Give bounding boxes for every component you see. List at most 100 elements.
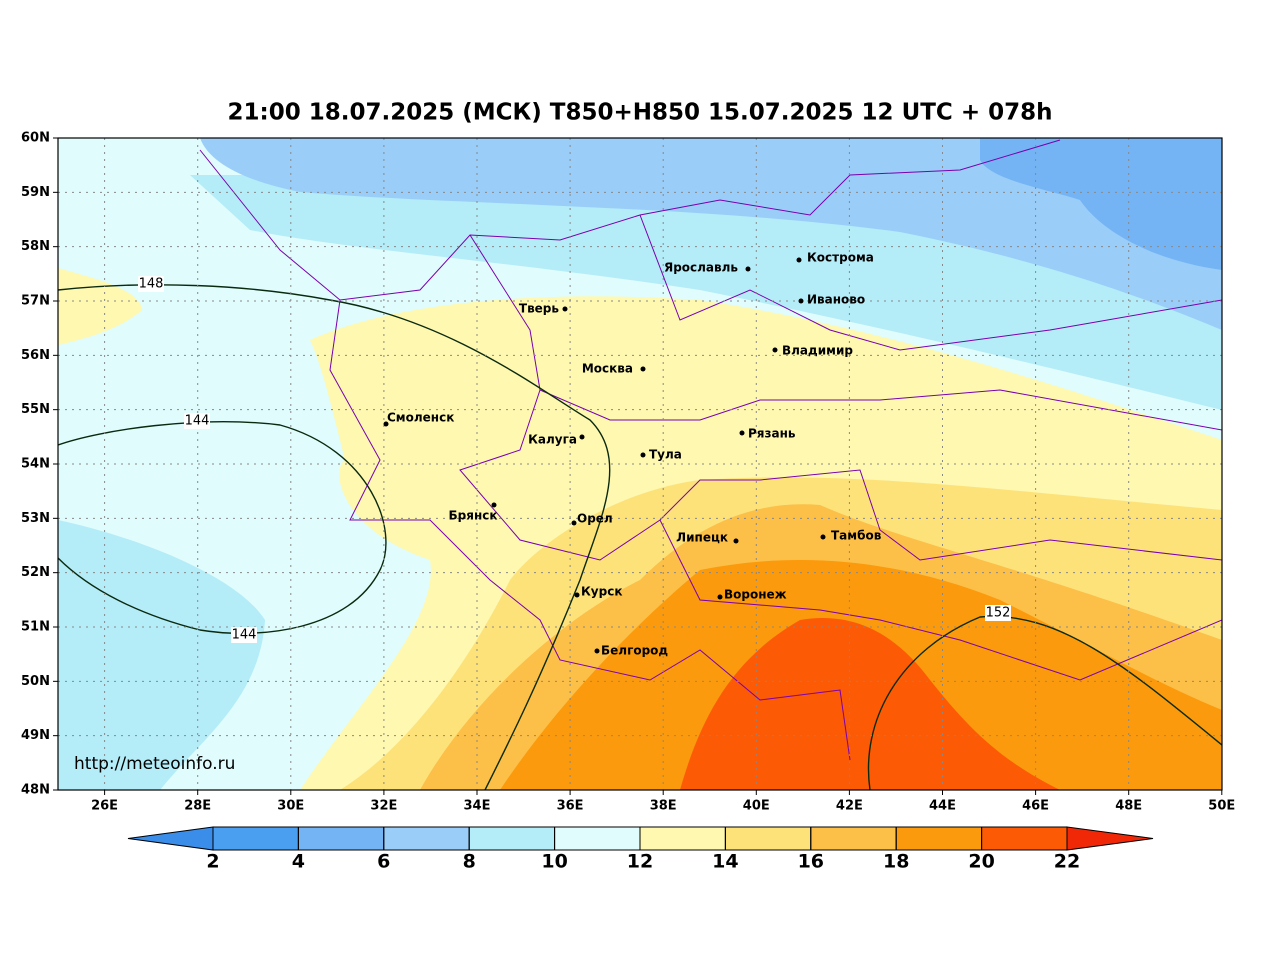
city-label: Иваново — [807, 293, 865, 307]
city-dot — [491, 502, 497, 508]
title: 21:00 18.07.2025 (МСК) T850+H850 15.07.2… — [227, 100, 1052, 126]
field — [58, 268, 142, 345]
lat-tick-label: 50N — [21, 674, 50, 689]
city-label: Кострома — [807, 251, 874, 265]
contour-label: 148 — [139, 277, 164, 292]
colorbar-box — [724, 826, 812, 851]
city-dot — [574, 592, 580, 598]
colorbar-tick-label: 4 — [292, 851, 305, 873]
lon-tick-label: 44E — [929, 799, 956, 814]
lat-tick-label: 52N — [21, 565, 50, 580]
lon-tick-label: 32E — [370, 799, 397, 814]
city-dot — [739, 430, 745, 436]
lat-tick-label: 57N — [21, 294, 50, 309]
colorbar-tick-label: 14 — [712, 851, 738, 873]
city-dot — [796, 257, 802, 263]
watermark: http://meteoinfo.ru — [74, 754, 235, 774]
isoline — [58, 284, 611, 790]
city-label: Москва — [582, 362, 633, 376]
field — [200, 138, 1222, 330]
lon-tick-label: 48E — [1115, 799, 1142, 814]
colorbar-box — [639, 826, 726, 851]
city-dot — [562, 306, 568, 312]
contour-label-bg — [985, 605, 1011, 621]
colorbar: 2 4 6 8 10 12 14 16 18 20 22 — [127, 826, 1154, 873]
city-label: Тамбов — [831, 529, 882, 543]
field — [58, 520, 265, 790]
city-dot — [772, 347, 778, 353]
contour-label: 144 — [232, 628, 257, 643]
map-frame — [57, 137, 1223, 791]
lat-tick-label: 49N — [21, 728, 50, 743]
city-label: Смоленск — [387, 411, 454, 425]
contour-label: 144 — [185, 414, 210, 429]
lon-tick-label: 40E — [743, 799, 770, 814]
lat-tick-label: 60N — [21, 131, 50, 146]
lat-tick-label: 55N — [21, 402, 50, 417]
city-dot — [579, 434, 585, 440]
colorbar-tick-label: 22 — [1054, 851, 1080, 873]
lon-tick-label: 38E — [650, 799, 677, 814]
city-dot — [820, 534, 826, 540]
lon-tick-label: 50E — [1208, 799, 1235, 814]
contour-label-bg — [184, 413, 210, 429]
lon-tick-label: 30E — [277, 799, 304, 814]
lat-tick-label: 48N — [21, 783, 50, 798]
contour-label-bg — [231, 627, 257, 643]
field — [680, 618, 1060, 790]
city-label: Рязань — [748, 427, 796, 441]
city-label: Курск — [581, 585, 622, 599]
colorbar-box — [810, 826, 897, 851]
city-dot — [798, 298, 804, 304]
lon-tick-label: 34E — [464, 799, 491, 814]
colorbar-box — [554, 826, 641, 851]
contour-label-bg — [138, 276, 164, 292]
city-dot — [640, 452, 646, 458]
city-label: Тверь — [519, 302, 560, 316]
colorbar-box — [468, 826, 556, 851]
city-label: Владимир — [782, 344, 853, 358]
isoline — [867, 615, 1222, 790]
colorbar-box — [895, 826, 983, 851]
city-label: Орел — [577, 512, 613, 526]
contour-label: 152 — [986, 606, 1011, 621]
field — [980, 138, 1222, 270]
colorbar-tick-label: 20 — [968, 851, 994, 873]
city-label: Белгород — [601, 644, 668, 658]
city-label: Воронеж — [724, 588, 787, 602]
grid — [53, 137, 1223, 795]
lat-tick-label: 51N — [21, 620, 50, 635]
city-dot — [594, 648, 600, 654]
colorbar-tick-label: 12 — [627, 851, 653, 873]
city-dot — [383, 421, 389, 427]
city-label: Калуга — [528, 433, 577, 447]
colorbar-tick-label: 6 — [377, 851, 390, 873]
lat-tick-label: 59N — [21, 185, 50, 200]
city-dot — [733, 538, 739, 544]
colorbar-tick-label: 10 — [541, 851, 567, 873]
lat-tick-label: 54N — [21, 457, 50, 472]
lat-tick-label: 56N — [21, 348, 50, 363]
lon-tick-label: 26E — [91, 799, 118, 814]
borders — [199, 139, 1222, 761]
city-dot — [745, 266, 751, 272]
lon-tick-label: 36E — [557, 799, 584, 814]
city-label: Тула — [649, 448, 682, 462]
colorbar-tick-label: 2 — [206, 851, 219, 873]
lon-tick-label: 42E — [836, 799, 863, 814]
city-dot — [717, 594, 723, 600]
colorbar-box — [383, 826, 470, 851]
colorbar-box — [297, 826, 385, 851]
colorbar-box — [212, 826, 299, 851]
lon-tick-label: 28E — [184, 799, 211, 814]
colorbar-box — [981, 826, 1068, 851]
labels: 26E 28E 30E 32E 34E 36E 38E 40E 42E 44E 46E 48E 50E 6… — [21, 131, 1235, 814]
city-dot — [640, 366, 646, 372]
city-label: Брянск — [449, 509, 498, 523]
colorbar-tick-label: 18 — [883, 851, 909, 873]
colorbar-tick-label: 16 — [798, 851, 824, 873]
lon-tick-label: 46E — [1022, 799, 1049, 814]
lat-tick-label: 58N — [21, 239, 50, 254]
lat-tick-label: 53N — [21, 511, 50, 526]
